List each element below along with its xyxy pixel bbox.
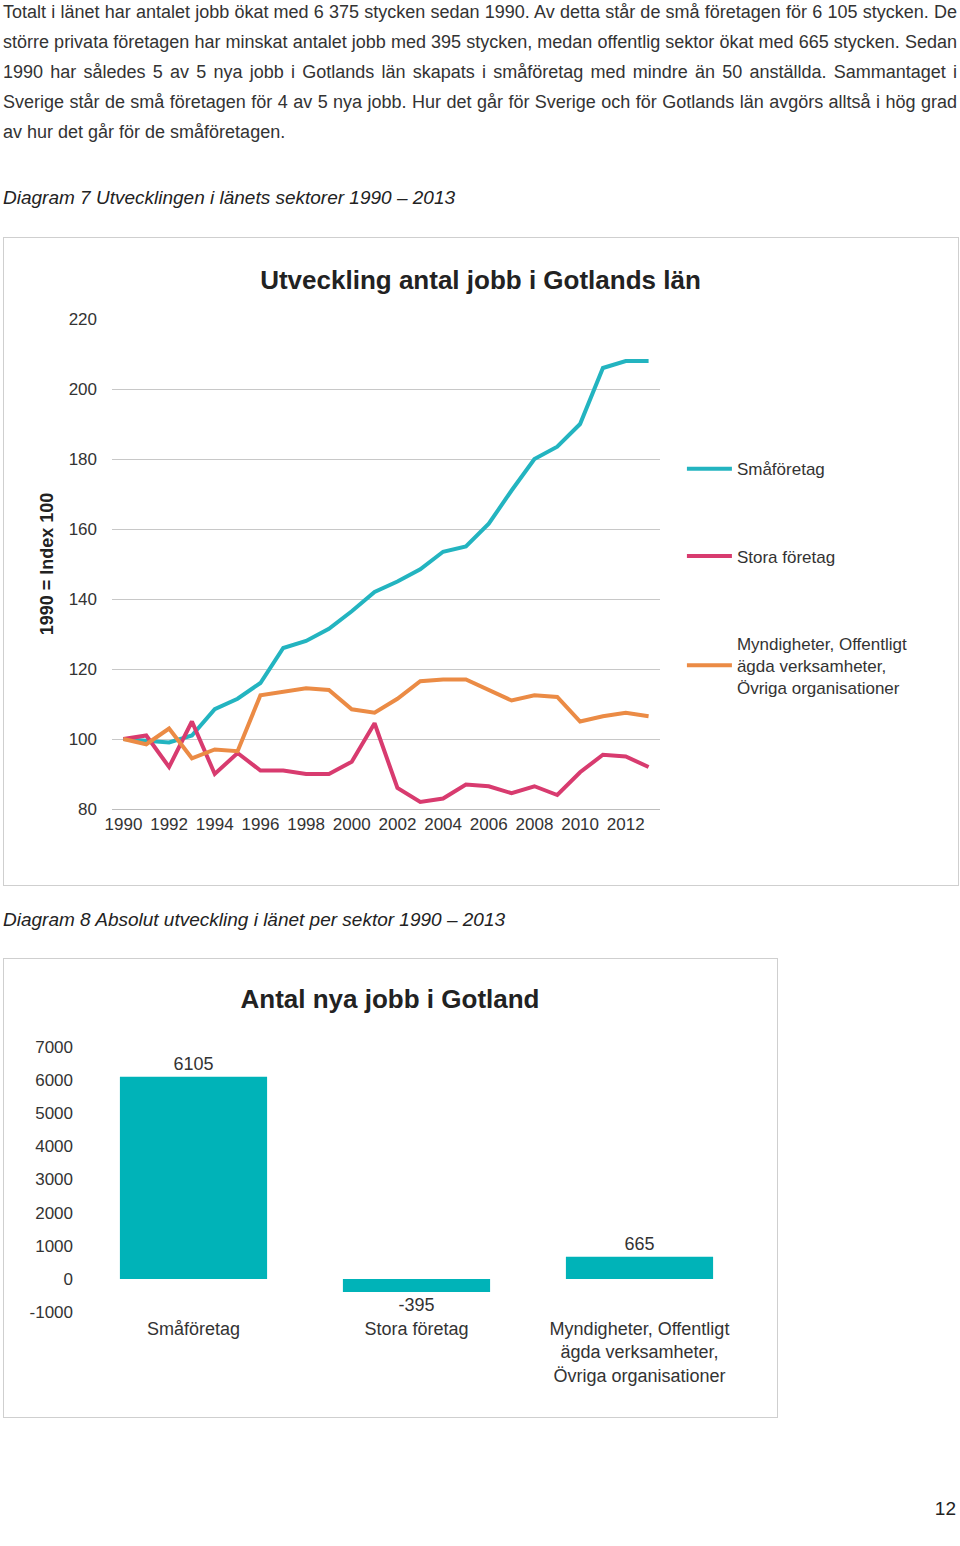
html-text:Diagram 7 Utvecklingen i länet: Diagram 7 Utvecklingen i länets sektorer…: [3, 187, 455, 208]
svg-text:2000: 2000: [333, 815, 371, 834]
svg-text:1998: 1998: [287, 815, 325, 834]
svg-text:Småföretag: Småföretag: [737, 460, 825, 479]
svg-text:665: 665: [624, 1234, 654, 1254]
svg-text:220: 220: [69, 310, 97, 329]
svg-text:2000: 2000: [35, 1204, 73, 1223]
svg-text:Stora företag: Stora företag: [737, 548, 835, 567]
svg-text:5000: 5000: [35, 1104, 73, 1123]
svg-text:120: 120: [69, 660, 97, 679]
svg-text:80: 80: [78, 800, 97, 819]
svg-text:2012: 2012: [607, 815, 645, 834]
svg-text:1994: 1994: [196, 815, 234, 834]
svg-text:2008: 2008: [516, 815, 554, 834]
svg-text:1000: 1000: [35, 1237, 73, 1256]
html-text:12: 12: [934, 1498, 956, 1519]
html-text:Totalt i länet har antalet job: Totalt i länet har antalet jobb ökat med…: [3, 2, 957, 142]
svg-text:Myndigheter, Offentligtägda ve: Myndigheter, Offentligtägda verksamheter…: [550, 1319, 730, 1386]
svg-text:Antal nya jobb i Gotland: Antal nya jobb i Gotland: [241, 984, 540, 1014]
svg-text:1990: 1990: [105, 815, 143, 834]
svg-text:1996: 1996: [242, 815, 280, 834]
svg-text:-395: -395: [398, 1295, 434, 1315]
svg-text:6105: 6105: [173, 1054, 213, 1074]
svg-text:200: 200: [69, 380, 97, 399]
svg-text:1990 = Index 100: 1990 = Index 100: [37, 493, 57, 636]
svg-text:Stora företag: Stora företag: [364, 1319, 468, 1339]
svg-text:100: 100: [69, 730, 97, 749]
svg-text:Utveckling antal jobb i Gotlan: Utveckling antal jobb i Gotlands län: [260, 265, 701, 295]
svg-text:Myndigheter, Offentligtägda ve: Myndigheter, Offentligtägda verksamheter…: [737, 635, 907, 698]
svg-text:Småföretag: Småföretag: [147, 1319, 240, 1339]
svg-text:7000: 7000: [35, 1038, 73, 1057]
svg-text:-1000: -1000: [30, 1303, 73, 1322]
svg-text:1992: 1992: [150, 815, 188, 834]
svg-text:6000: 6000: [35, 1071, 73, 1090]
html-text:Diagram 8 Absolut utveckling i: Diagram 8 Absolut utveckling i länet per…: [3, 909, 505, 930]
svg-text:160: 160: [69, 520, 97, 539]
svg-text:2010: 2010: [561, 815, 599, 834]
svg-text:140: 140: [69, 590, 97, 609]
svg-text:2002: 2002: [379, 815, 417, 834]
svg-text:180: 180: [69, 450, 97, 469]
svg-text:3000: 3000: [35, 1170, 73, 1189]
svg-text:2004: 2004: [424, 815, 462, 834]
svg-text:2006: 2006: [470, 815, 508, 834]
svg-text:0: 0: [64, 1270, 73, 1289]
svg-text:4000: 4000: [35, 1137, 73, 1156]
